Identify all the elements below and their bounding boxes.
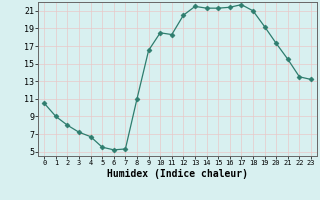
X-axis label: Humidex (Indice chaleur): Humidex (Indice chaleur): [107, 169, 248, 179]
